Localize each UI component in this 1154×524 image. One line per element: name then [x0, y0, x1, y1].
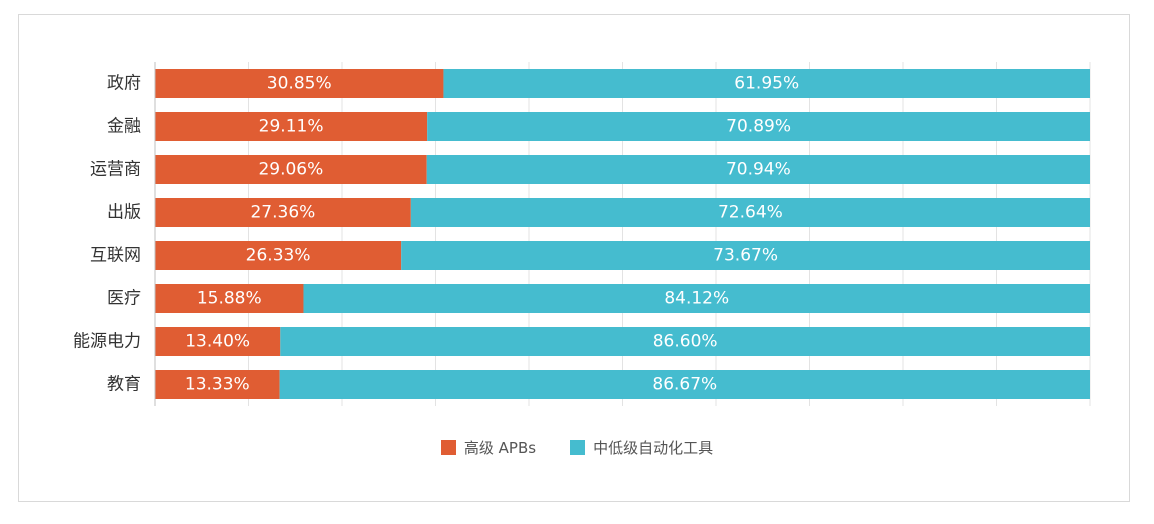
legend-swatch-series-1: [570, 439, 586, 455]
category-label: 互联网: [90, 246, 141, 266]
data-label-series-0: 26.33%: [246, 246, 311, 266]
legend-item-series-0: 高级 APBs: [440, 437, 537, 458]
data-label-series-1: 70.89%: [726, 117, 791, 137]
bar-segment-series-1: [443, 69, 1090, 98]
category-label: 医疗: [107, 289, 141, 309]
data-label-series-1: 61.95%: [734, 74, 799, 94]
bar-segment-series-1: [427, 112, 1091, 141]
bar-segment-series-1: [401, 241, 1090, 270]
legend-label-series-0: 高级 APBs: [463, 438, 537, 457]
bar-segment-series-0: [155, 241, 402, 270]
data-label-series-1: 86.67%: [652, 375, 717, 395]
data-label-series-0: 13.33%: [185, 375, 250, 395]
legend-item-series-1: 中低级自动化工具: [570, 437, 713, 458]
bar-segment-series-1: [280, 327, 1090, 356]
bar-segment-series-0: [155, 69, 444, 98]
data-label-series-1: 73.67%: [713, 246, 778, 266]
category-label: 出版: [107, 203, 141, 223]
bar-segment-series-0: [155, 198, 411, 227]
category-label: 教育: [107, 375, 141, 395]
data-label-series-0: 13.40%: [185, 332, 250, 352]
bar-segment-series-1: [426, 155, 1090, 184]
bar-segment-series-1: [410, 198, 1090, 227]
chart-legend: 高级 APBs 中低级自动化工具: [0, 436, 1154, 458]
category-label: 金融: [107, 117, 141, 137]
data-label-series-0: 30.85%: [267, 74, 332, 94]
data-label-series-1: 86.60%: [653, 332, 718, 352]
data-label-series-0: 15.88%: [197, 289, 262, 309]
category-label: 运营商: [90, 160, 141, 180]
legend-swatch-series-0: [440, 439, 456, 455]
category-label: 能源电力: [73, 332, 141, 352]
bar-segment-series-0: [155, 155, 427, 184]
data-label-series-0: 29.06%: [258, 160, 323, 180]
bar-segment-series-1: [279, 370, 1090, 399]
category-label: 政府: [107, 74, 141, 94]
data-label-series-1: 70.94%: [726, 160, 791, 180]
bar-segment-series-0: [155, 370, 280, 399]
data-label-series-1: 72.64%: [718, 203, 783, 223]
bar-segment-series-0: [155, 327, 281, 356]
legend-label-series-1: 中低级自动化工具: [593, 438, 714, 457]
data-label-series-0: 27.36%: [250, 203, 315, 223]
bar-segment-series-0: [155, 284, 304, 313]
data-label-series-0: 29.11%: [259, 117, 324, 137]
bar-segment-series-1: [303, 284, 1090, 313]
data-label-series-1: 84.12%: [664, 289, 729, 309]
bar-segment-series-0: [155, 112, 428, 141]
